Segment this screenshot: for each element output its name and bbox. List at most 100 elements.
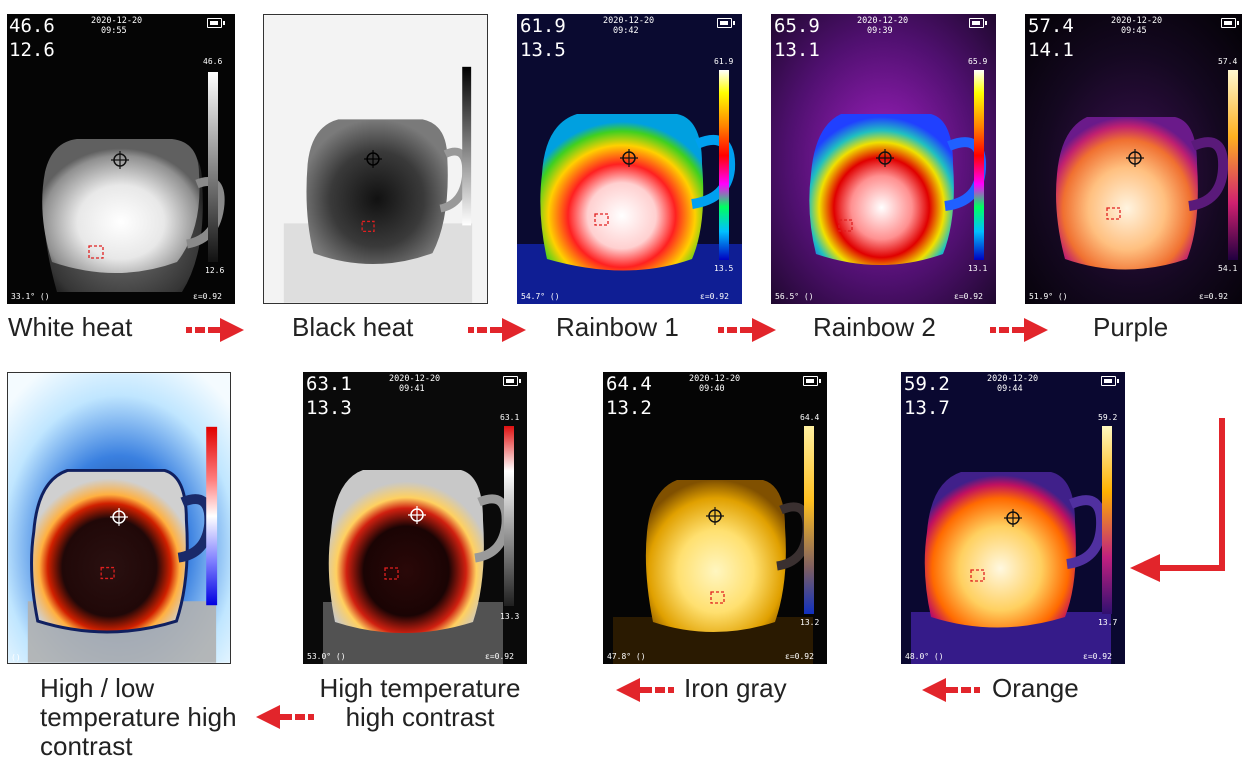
emissivity-readout: ε=0.92 — [1083, 652, 1112, 661]
max-temp: 63.1 — [306, 373, 352, 395]
target-box-icon — [1106, 207, 1121, 220]
left-arrow-icon — [616, 678, 674, 702]
center-temp-readout: () — [11, 653, 21, 662]
time-stamp: 09:40 — [699, 384, 725, 394]
time-stamp: 09:45 — [1121, 26, 1147, 36]
scale-min-label: 13.2 — [800, 618, 820, 627]
thermal-image-white-heat — [7, 14, 235, 304]
caption-high-temp-contrast: High temperature high contrast — [319, 673, 521, 733]
target-box-icon — [710, 591, 725, 604]
battery-icon — [717, 18, 735, 28]
color-scale-bar — [462, 66, 472, 226]
caption-white-heat: White heat — [8, 312, 133, 342]
scale-max-label: 65.9 — [968, 57, 988, 66]
battery-icon — [1221, 18, 1239, 28]
center-temp-readout: 54.7° () — [521, 292, 560, 301]
scale-min-label: 13.3 — [500, 612, 520, 621]
thermal-image-high-temp-contrast — [303, 372, 527, 664]
thermal-image-iron-gray — [603, 372, 827, 664]
date-stamp: 2020-12-20 — [1111, 16, 1163, 26]
min-temp: 13.1 — [774, 39, 820, 61]
target-box-icon — [88, 245, 104, 259]
date-stamp: 2020-12-20 — [987, 374, 1039, 384]
thermal-image-rainbow-1 — [517, 14, 742, 304]
date-stamp: 2020-12-20 — [603, 16, 655, 26]
caption-orange: Orange — [992, 673, 1079, 703]
thermal-panel-white-heat: 46.6 12.6 2020-12-20 09:55 46.6 12.6 33.… — [7, 14, 235, 304]
color-scale-bar — [719, 70, 729, 260]
time-stamp: 09:42 — [613, 26, 639, 36]
color-scale-bar — [504, 426, 514, 606]
thermal-image-rainbow-2 — [771, 14, 996, 304]
battery-icon — [207, 18, 225, 28]
right-arrow-icon — [468, 318, 526, 342]
right-arrow-icon — [718, 318, 776, 342]
scale-max-label: 61.9 — [714, 57, 734, 66]
caption-rainbow-1: Rainbow 1 — [556, 312, 679, 342]
battery-icon — [803, 376, 821, 386]
thermal-panel-high-temp-contrast: 63.1 13.3 2020-12-20 09:41 63.1 13.3 53.… — [303, 372, 527, 664]
scale-min-label: 13.5 — [714, 264, 734, 273]
target-box-icon — [970, 569, 985, 582]
scale-min-label: 54.1 — [1218, 264, 1238, 273]
color-scale-bar — [1228, 70, 1238, 260]
emissivity-readout: ε=0.92 — [485, 652, 514, 661]
left-arrow-icon — [256, 705, 314, 729]
scale-max-label: 59.2 — [1098, 413, 1118, 422]
target-box-icon — [361, 220, 375, 232]
caption-purple: Purple — [1093, 312, 1169, 342]
date-stamp: 2020-12-20 — [389, 374, 441, 384]
right-arrow-icon — [990, 318, 1048, 342]
center-temp-readout: 33.1° () — [11, 292, 50, 301]
thermal-panel-high-low-contrast: () — [7, 372, 231, 664]
color-scale-bar — [208, 72, 218, 262]
caption-iron-gray: Iron gray — [684, 673, 787, 703]
max-temp: 61.9 — [520, 15, 566, 37]
color-scale-bar — [206, 426, 218, 606]
time-stamp: 09:55 — [101, 26, 127, 36]
color-scale-bar — [974, 70, 984, 260]
thermal-image-purple — [1025, 14, 1242, 304]
thermal-panel-orange: 59.2 13.7 2020-12-20 09:44 59.2 13.7 48.… — [901, 372, 1125, 664]
battery-icon — [969, 18, 987, 28]
min-temp: 14.1 — [1028, 39, 1074, 61]
time-stamp: 09:39 — [867, 26, 893, 36]
emissivity-readout: ε=0.92 — [193, 292, 222, 301]
scale-min-label: 13.7 — [1098, 618, 1118, 627]
scale-max-label: 63.1 — [500, 413, 520, 422]
max-temp: 46.6 — [9, 15, 55, 37]
date-stamp: 2020-12-20 — [91, 16, 143, 26]
caption-black-heat: Black heat — [292, 312, 414, 342]
max-temp: 59.2 — [904, 373, 950, 395]
battery-icon — [1101, 376, 1119, 386]
thermal-image-orange — [901, 372, 1125, 664]
scale-min-label: 12.6 — [205, 266, 225, 275]
center-temp-readout: 48.0° () — [905, 652, 944, 661]
date-stamp: 2020-12-20 — [689, 374, 741, 384]
center-temp-readout: 51.9° () — [1029, 292, 1068, 301]
time-stamp: 09:41 — [399, 384, 425, 394]
color-scale-bar — [1102, 426, 1112, 614]
max-temp: 65.9 — [774, 15, 820, 37]
color-scale-bar — [804, 426, 814, 614]
left-arrow-icon — [922, 678, 980, 702]
scale-max-label: 46.6 — [203, 57, 223, 66]
emissivity-readout: ε=0.92 — [785, 652, 814, 661]
thermal-panel-rainbow-2: 65.9 13.1 2020-12-20 09:39 65.9 13.1 56.… — [771, 14, 996, 304]
thermal-image-high-low-contrast — [8, 373, 230, 663]
min-temp: 13.3 — [306, 397, 352, 419]
right-arrow-icon — [186, 318, 244, 342]
max-temp: 64.4 — [606, 373, 652, 395]
elbow-arrow-icon — [1130, 418, 1225, 582]
caption-high-low-contrast: High / low temperature high contrast — [40, 673, 237, 762]
scale-min-label: 13.1 — [968, 264, 988, 273]
battery-icon — [503, 376, 521, 386]
emissivity-readout: ε=0.92 — [954, 292, 983, 301]
min-temp: 13.5 — [520, 39, 566, 61]
target-box-icon — [100, 566, 115, 580]
thermal-panel-iron-gray: 64.4 13.2 2020-12-20 09:40 64.4 13.2 47.… — [603, 372, 827, 664]
center-temp-readout: 53.0° () — [307, 652, 346, 661]
time-stamp: 09:44 — [997, 384, 1023, 394]
caption-rainbow-2: Rainbow 2 — [813, 312, 936, 342]
center-temp-readout: 56.5° () — [775, 292, 814, 301]
